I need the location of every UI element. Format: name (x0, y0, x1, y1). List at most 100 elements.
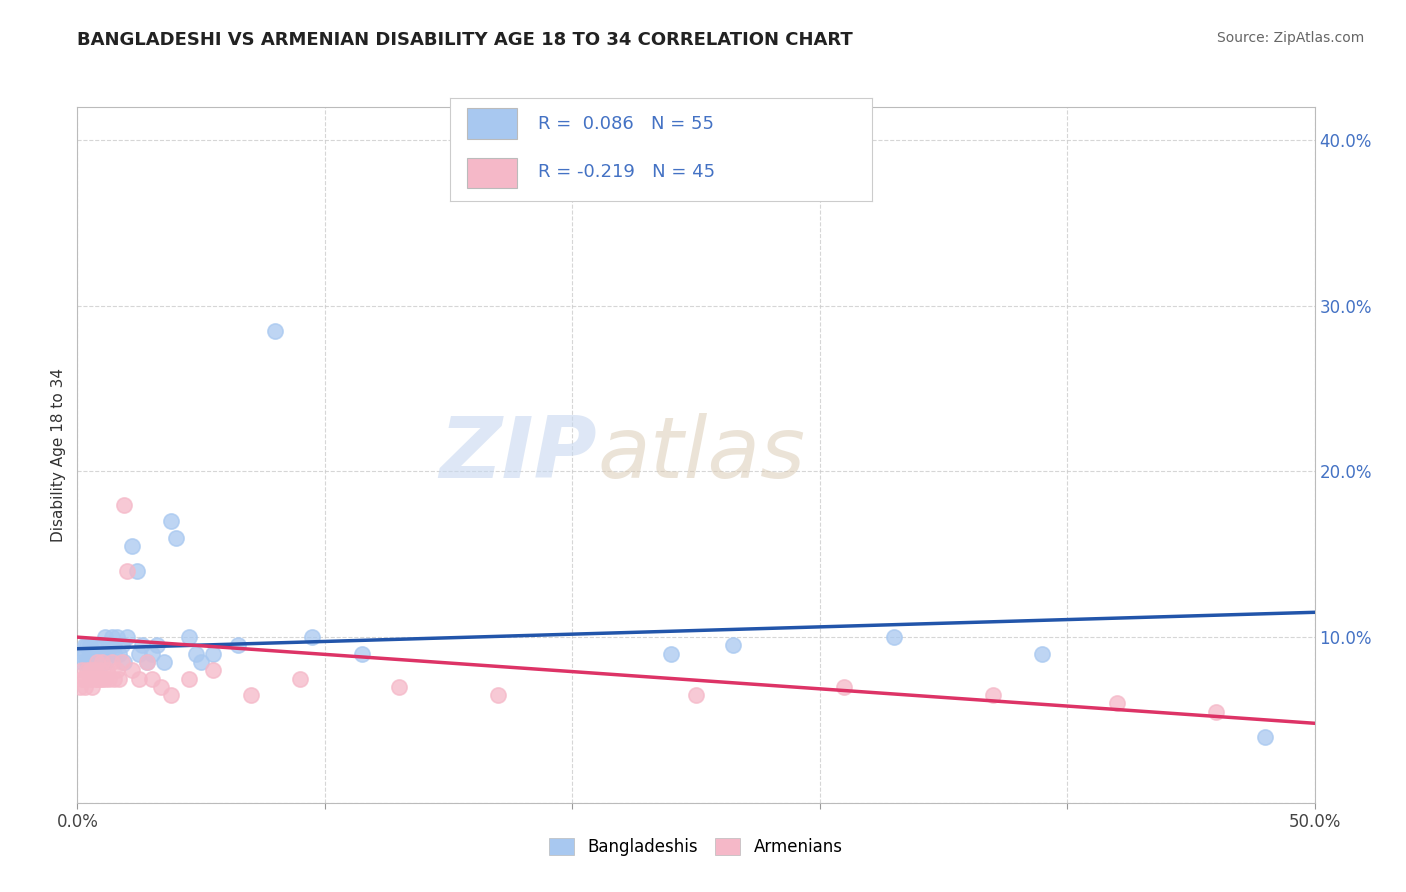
Point (486, 688, 509, 702)
Point (239, 688, 262, 702)
Point (83, 639, 105, 653)
Point (93, 630, 115, 644)
Point (128, 672, 150, 686)
Point (89, 655, 111, 669)
Point (72, 663, 94, 677)
Text: atlas: atlas (598, 413, 806, 497)
Text: R =  0.086   N = 55: R = 0.086 N = 55 (538, 115, 714, 133)
Point (883, 630, 905, 644)
Point (103, 639, 125, 653)
Point (105, 630, 128, 644)
Point (86, 655, 108, 669)
Point (131, 639, 153, 653)
Point (981, 688, 1004, 702)
Point (69, 647, 91, 661)
Point (79, 663, 101, 677)
Point (721, 639, 744, 653)
Point (160, 688, 183, 702)
Point (115, 630, 138, 644)
FancyBboxPatch shape (467, 109, 517, 139)
Point (1254, 730, 1277, 744)
Point (82, 663, 104, 677)
Point (108, 672, 131, 686)
Point (202, 647, 225, 661)
Point (82, 655, 104, 669)
Point (96, 663, 118, 677)
Point (76, 639, 98, 653)
Point (93, 672, 115, 686)
Point (72, 655, 94, 669)
Point (79, 655, 101, 669)
Point (103, 672, 125, 686)
Point (73, 680, 96, 694)
Point (73, 639, 96, 653)
Point (288, 672, 311, 686)
Point (79, 672, 101, 686)
Point (135, 655, 157, 669)
Point (73, 672, 96, 686)
Point (111, 655, 134, 669)
Point (86, 655, 108, 669)
Point (98, 639, 121, 653)
FancyBboxPatch shape (467, 158, 517, 188)
Point (86, 672, 108, 686)
Point (190, 655, 212, 669)
Point (91, 639, 114, 653)
Text: Source: ZipAtlas.com: Source: ZipAtlas.com (1216, 31, 1364, 45)
Text: R = -0.219   N = 45: R = -0.219 N = 45 (538, 163, 716, 181)
Point (83, 655, 105, 669)
Point (91, 647, 114, 661)
Point (128, 647, 150, 661)
Point (108, 647, 131, 661)
Point (121, 539, 143, 553)
Point (89, 672, 111, 686)
Point (93, 655, 115, 669)
Point (112, 498, 135, 512)
Point (659, 647, 682, 661)
Point (89, 663, 111, 677)
Point (76, 655, 98, 669)
Point (1031, 647, 1053, 661)
Point (105, 663, 128, 677)
Point (83, 672, 105, 686)
Point (165, 531, 187, 545)
Point (79, 639, 101, 653)
Point (350, 647, 373, 661)
Point (91, 672, 114, 686)
Point (98, 672, 121, 686)
Point (1205, 705, 1227, 719)
Point (141, 672, 163, 686)
Point (82, 680, 104, 694)
Point (202, 663, 225, 677)
Point (86, 647, 108, 661)
Point (101, 655, 124, 669)
Point (112, 655, 135, 669)
Point (111, 639, 134, 653)
Point (121, 663, 143, 677)
Point (72, 672, 94, 686)
Text: BANGLADESHI VS ARMENIAN DISABILITY AGE 18 TO 34 CORRELATION CHART: BANGLADESHI VS ARMENIAN DISABILITY AGE 1… (77, 31, 853, 49)
Point (69, 680, 91, 694)
Point (301, 630, 323, 644)
Point (83, 663, 105, 677)
Point (141, 647, 163, 661)
Point (177, 672, 200, 686)
Point (79, 647, 101, 661)
Point (1105, 697, 1128, 711)
Point (150, 680, 173, 694)
Point (184, 647, 207, 661)
Point (685, 688, 707, 702)
Text: ZIP: ZIP (439, 413, 598, 497)
Point (103, 647, 125, 661)
Point (153, 655, 176, 669)
Point (135, 655, 157, 669)
Point (73, 647, 96, 661)
Point (177, 630, 200, 644)
Point (125, 564, 148, 578)
Point (160, 514, 183, 528)
Legend: Bangladeshis, Armenians: Bangladeshis, Armenians (541, 830, 851, 864)
Point (834, 680, 856, 694)
Point (91, 655, 114, 669)
Point (83, 647, 105, 661)
Point (388, 680, 411, 694)
